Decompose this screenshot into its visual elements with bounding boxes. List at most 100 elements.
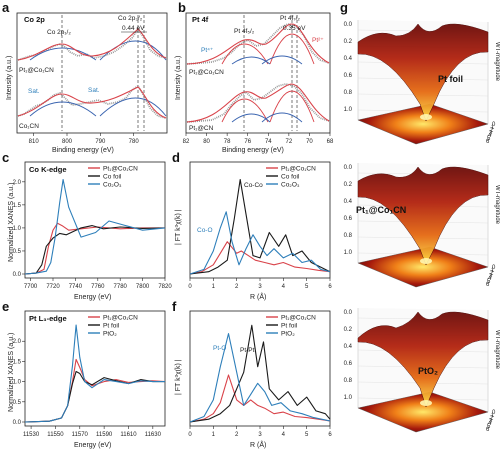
e-legend-label-1: Pt foil	[103, 323, 120, 330]
g-surf-2-rtick-0: 0	[492, 265, 496, 271]
a-fit-peak-4	[99, 97, 167, 117]
e-ylabel: Normalized XANES (a.u.)	[8, 333, 15, 412]
a-ticks: 810 800 790 780	[29, 133, 140, 145]
b-fit-pt4-top-2	[261, 55, 303, 65]
a-envelope-top	[17, 28, 167, 61]
b-fit-pt2-top-1	[221, 43, 269, 65]
g-surf-2-rtick-5: 5	[487, 279, 491, 285]
a-ann-co2p12: Co 2p₁/₂	[47, 29, 71, 36]
g-surf-1-surface	[357, 23, 489, 122]
b-fit-pt4-bot-2	[261, 112, 303, 123]
d-series-1	[189, 178, 331, 275]
g-surf-3-ztick-1: 0.2	[344, 327, 353, 333]
g-surf-1-ztick-1: 0.2	[344, 39, 353, 45]
g-surf-2-ztick-1: 0.2	[344, 182, 353, 188]
g-surf-2-ztick-4: 0.8	[344, 233, 353, 239]
g-surf-3-sample-label: PtO₂	[418, 366, 438, 376]
e-ytick-label-4: 2.0	[13, 339, 22, 345]
e-series-2	[24, 324, 165, 423]
g-surf-2-ztick-3: 0.6	[344, 216, 353, 222]
a-fit-peak-2	[99, 40, 167, 61]
c-ytick-label-1: 0.5	[13, 249, 22, 255]
b-ann-pt2plus: Pt²⁺	[312, 37, 324, 44]
g-surf-2-zlabel: WT-magnitude	[494, 185, 500, 225]
c-ytick-label-3: 1.5	[13, 203, 22, 209]
g-surf-1-ztick-3: 0.6	[344, 73, 353, 79]
c-xtick-label-2: 7740	[69, 284, 83, 290]
b-ylabel: Intensity (a.u.)	[175, 56, 182, 100]
e-series-1	[24, 370, 165, 423]
a-xtick-label-3: 780	[129, 139, 140, 145]
d-xtick-label-0: 0	[188, 284, 192, 290]
b-xlabel: Binding energy (eV)	[222, 147, 284, 154]
e-plot: 11530 11550 11570 11590 11610 11630 0.0 0.5 1.0 1…	[13, 324, 166, 438]
d-ann-coo: Co-O	[197, 227, 213, 234]
f-xtick-label-3: 3	[258, 432, 262, 438]
f-xtick-label-5: 5	[305, 432, 309, 438]
d-plot: 0 1 2 3 4 5 6	[188, 178, 332, 290]
g-surf-3-ztick-0: 0.0	[344, 310, 353, 316]
f-legend-label-1: Pt foil	[281, 323, 298, 330]
a-xtick-label-0: 810	[29, 139, 40, 145]
g-surf-1-ztick-2: 0.4	[344, 56, 353, 62]
d-series-0	[189, 241, 331, 275]
g-surf-1-zlabel: WT-magnitude	[494, 42, 500, 82]
b-sample-top: Pt₁@Co₁CN	[189, 69, 224, 76]
f-legend-label-0: Pt₁@Co₁CN	[281, 315, 316, 322]
panel-b: b Pt 4f Pt 4f₅/₂ Pt 4f₇/₂ 0.35 eV Pt⁴⁺ P…	[175, 0, 334, 154]
d-xtick-label-3: 3	[258, 284, 262, 290]
g-surf-1-rtick-2: 2	[490, 128, 494, 134]
g-surf-2-sample-label: Pt₁@Co₁CN	[356, 205, 406, 215]
b-xtick-label-0: 82	[183, 139, 190, 145]
panel-d: d | FT k³χ(k) | R (Å) Co-Co Co-O 0 1 2 3 4 5 6…	[172, 150, 332, 301]
e-series-0	[24, 358, 166, 423]
f-xtick-label-2: 2	[235, 432, 239, 438]
c-ytick-label-0: 0.0	[13, 272, 22, 278]
g-surf-3-rtick-5: 5	[487, 424, 491, 430]
g-surf-3-rtick-6: 6	[486, 427, 490, 433]
g-surf-3-ztick-5: 1.0	[344, 395, 353, 401]
panel-a-frame	[16, 12, 168, 134]
g-surf-2-ztick-5: 1.0	[344, 250, 353, 256]
d-xtick-label-4: 4	[282, 284, 286, 290]
b-fit-pt2-bot-2	[269, 90, 315, 123]
a-xtick-label-1: 800	[62, 139, 73, 145]
g-surf-2-rtick-1: 1	[491, 268, 495, 274]
e-xtick-label-2: 11570	[72, 432, 89, 438]
g-surf-2-rtick-4: 4	[488, 276, 492, 282]
g-surf-3-rtick-4: 4	[488, 421, 492, 427]
a-fit-peak-3	[29, 101, 97, 117]
b-xtick-label-3: 76	[244, 139, 251, 145]
c-ytick-label-4: 2.0	[13, 180, 22, 186]
e-ytick-label-1: 0.5	[13, 400, 22, 406]
e-legend-label-2: PtO₂	[103, 331, 117, 338]
d-xlabel: R (Å)	[250, 292, 266, 301]
g-surf-1-core	[420, 114, 432, 120]
d-legend-label-2: Co₂O₃	[281, 182, 300, 189]
b-fit-pt4-top-1	[231, 56, 271, 65]
b-xtick-label-2: 78	[224, 139, 231, 145]
e-xtick-label-1: 11550	[47, 432, 64, 438]
g-surf-1-rtick-1: 1	[491, 125, 495, 131]
a-raw-top	[17, 27, 167, 61]
c-xtick-label-3: 7760	[91, 284, 105, 290]
g-surf-1-ztick-0: 0.0	[344, 22, 353, 28]
g-surf-2-ztick-2: 0.4	[344, 199, 353, 205]
c-series-2	[24, 178, 166, 275]
c-legend-label-0: Pt₁@Co₁CN	[103, 166, 138, 173]
g-surf-3-ztick-2: 0.4	[344, 344, 353, 350]
g-surf-3-rtick-0: 0	[492, 410, 496, 416]
g-surf-1-floor	[357, 103, 489, 145]
c-plot: 7700 7720 7740 7760 7780 7800 7820 0.0 0.5 1.0 1.5…	[13, 178, 172, 290]
g-surf-3-ztick-4: 0.8	[344, 378, 353, 384]
c-xtick-label-6: 7820	[158, 284, 172, 290]
c-legend-label-1: Co foil	[103, 174, 122, 181]
e-xtick-label-5: 11630	[145, 432, 162, 438]
